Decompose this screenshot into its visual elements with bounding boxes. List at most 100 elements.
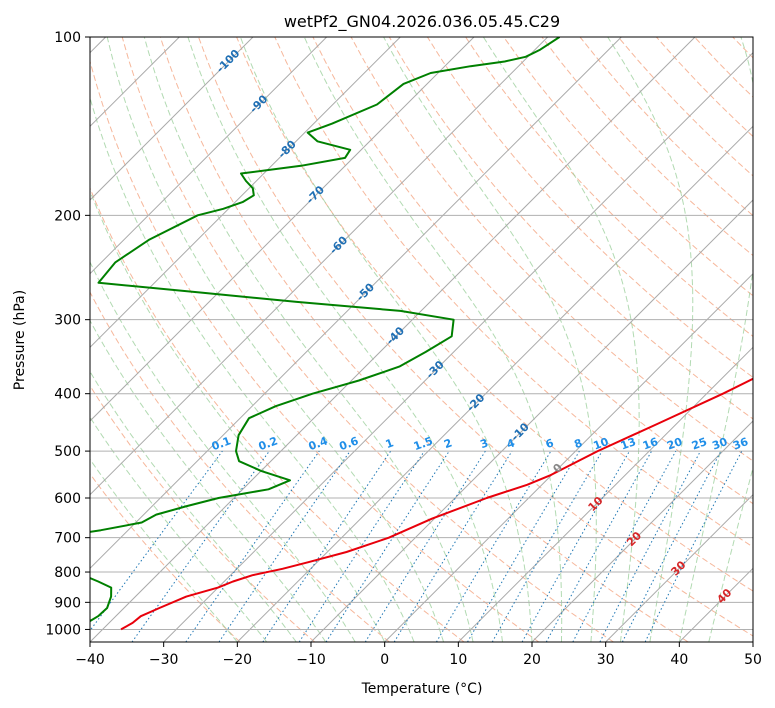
mixing-ratio-label: 3 [478,436,490,451]
mixing-ratio-line [185,450,320,642]
moist-adiabat [187,37,503,642]
isotherm [90,37,622,570]
isotherm [90,37,328,275]
y-tick-label: 900 [54,595,81,611]
y-tick-label: 300 [54,313,81,329]
mixing-ratio-label: 20 [665,435,684,453]
y-tick-label: 500 [54,444,81,460]
mixing-ratio-label: 0.2 [257,434,280,453]
mixing-ratio-label: 16 [641,435,660,453]
dewpoint-profile [90,37,561,623]
isotherm [236,125,753,642]
x-tick-label: −30 [149,652,179,668]
mixing-ratio-line [521,450,630,642]
mixing-ratio-label: 4 [505,436,517,451]
y-axis-label: Pressure (hPa) [12,290,28,390]
isotherm [457,346,753,642]
isotherm [90,37,549,496]
isotherm [90,37,696,642]
moist-adiabat [383,37,597,642]
mixing-ratio-line [325,450,450,642]
x-tick-label: −10 [296,652,326,668]
dry-adiabat [236,37,753,592]
mixing-ratio-line [298,450,425,642]
mixing-ratio-label: 1.5 [412,434,435,453]
mixing-ratio-label: 8 [572,436,584,451]
moist-adiabat [90,370,297,642]
x-tick-label: 0 [380,652,389,668]
x-tick-label: 50 [744,652,762,668]
dry-adiabat [90,291,390,642]
mixing-ratio-line [218,450,351,642]
mixing-ratio-line [131,450,270,642]
mixing-ratio-label: 0.1 [210,434,233,453]
mixing-ratio-label: 6 [544,436,556,451]
isotherm [384,272,753,642]
mixing-ratio-label: 25 [690,435,709,452]
x-tick-label: −20 [223,652,253,668]
y-tick-label: 1000 [45,622,81,638]
y-tick-label: 600 [54,491,81,507]
y-tick-label: 800 [54,565,81,581]
moist-adiabat [90,416,268,642]
moist-adiabat [678,37,753,642]
moist-adiabat [143,37,474,642]
mixing-ratio-label: 30 [710,435,729,453]
dry-adiabat [274,37,753,548]
moist-adiabat [482,37,640,642]
y-tick-label: 100 [54,30,81,46]
mixing-ratio-label: 10 [592,435,611,453]
axis-ticks: −40 −30 −20 −10 0 10 20 30 40 5010020030040050060… [45,30,762,668]
isotherm [90,37,475,422]
isotherm [310,199,753,642]
mixing-ratio-line [393,450,513,642]
moist-adiabat [106,37,445,642]
plot-frame [89,36,754,643]
x-tick-label: −40 [75,652,105,668]
y-tick-label: 700 [54,531,81,547]
mixing-ratio-label: 1 [384,436,396,451]
mixing-ratio-line [644,450,743,642]
dry-adiabat [159,37,689,642]
mixing-ratio-label: 36 [731,435,750,453]
dry-adiabat [90,59,540,642]
moist-adiabat [303,37,563,642]
y-tick-label: 200 [54,208,81,224]
x-tick-label: 10 [449,652,467,668]
x-tick-label: 40 [670,652,688,668]
mixing-ratio-label: 13 [619,435,638,452]
moist-adiabat [90,458,238,642]
moist-adiabat [239,37,533,642]
isotherm [163,51,753,642]
mixing-ratio-label: 0.6 [338,434,361,453]
dry-adiabat [312,37,753,505]
y-tick-label: 400 [54,387,81,403]
background-lines [90,37,753,642]
chart-title: wetPf2_GN04.2026.036.05.45.C29 [284,12,560,32]
x-tick-label: 30 [597,652,615,668]
isotherm [531,420,753,642]
dry-adiabat [350,37,753,462]
x-tick-label: 20 [523,652,541,668]
mixing-ratio-line [262,450,392,642]
line-labels: 0.1 0.2 0.4 0.6 1 1.5 2 3 4 6 8 10 13 16 20 25 30 36-100-… [210,47,750,607]
dry-adiabat [465,37,753,338]
isotherm [90,37,401,349]
dry-adiabat [90,186,465,642]
isotherm [605,493,753,642]
dry-adiabat [388,37,753,420]
isotherm [90,37,254,201]
mixing-ratio-line [572,450,677,642]
mixing-ratio-line [545,450,653,642]
dry-adiabat [503,37,753,297]
mixing-ratio-label: 2 [442,436,454,451]
moist-adiabat [90,189,386,642]
dry-adiabat [121,37,614,642]
mixing-ratio-line [90,450,223,632]
temperature-profile [120,377,753,631]
x-axis-label: Temperature (°C) [361,681,483,697]
mixing-ratio-label: 0.4 [307,434,330,453]
series-layer [90,37,753,631]
